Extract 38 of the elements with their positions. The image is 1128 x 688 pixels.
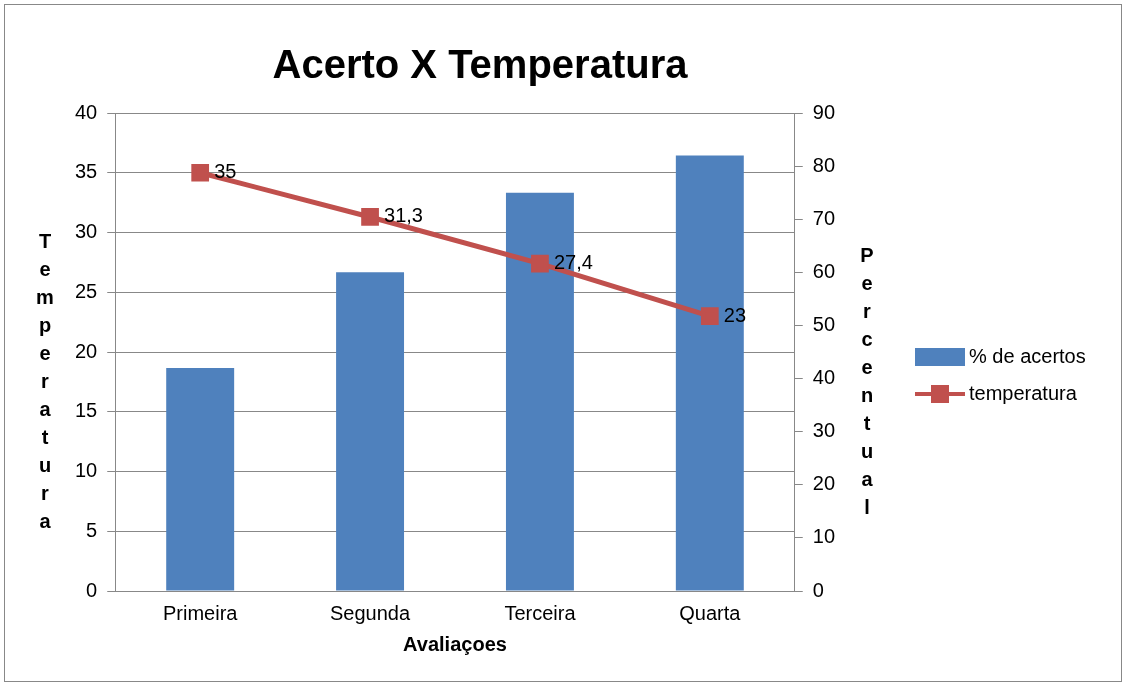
y-tick-label: 40 xyxy=(75,100,98,123)
y2-tick-label: 50 xyxy=(812,312,835,335)
text: Percentual xyxy=(860,243,874,518)
legend-label: temperatura xyxy=(969,382,1077,405)
y-tick-label: 25 xyxy=(75,279,98,302)
data-label: 35 xyxy=(214,160,237,183)
y-tick-label: 20 xyxy=(75,339,98,362)
x-tick-label: Terceira xyxy=(504,601,577,624)
bar xyxy=(675,155,744,591)
y2-tick-label: 60 xyxy=(812,259,835,282)
bar xyxy=(336,272,405,591)
y2-tick-label: 0 xyxy=(812,578,824,601)
x-tick-label: Segunda xyxy=(330,601,411,624)
y2-tick-label: 20 xyxy=(812,472,835,495)
y-tick-label: 30 xyxy=(75,220,98,243)
y2-tick-label: 40 xyxy=(812,366,835,389)
y-tick-label: 0 xyxy=(86,578,98,601)
x-tick-label: Primeira xyxy=(162,601,239,624)
point xyxy=(361,208,379,226)
x-tick-label: Quarta xyxy=(679,601,742,624)
y2-tick-label: 90 xyxy=(812,100,835,123)
y2-tick-label: 70 xyxy=(812,206,835,229)
data-label: 31,3 xyxy=(384,204,423,227)
bar xyxy=(166,367,235,591)
y2-tick-label: 80 xyxy=(812,153,835,176)
y-tick-label: 15 xyxy=(75,399,98,422)
chart-title: Acerto X Temperatura xyxy=(272,42,689,87)
y-tick-label: 35 xyxy=(75,160,98,183)
point xyxy=(191,163,210,182)
y-tick-label: 5 xyxy=(86,518,98,541)
y2-tick-label: 10 xyxy=(812,525,835,548)
y-tick-label: 10 xyxy=(75,459,98,482)
x-axis-title: Avaliaçoes xyxy=(403,632,507,655)
point xyxy=(531,254,549,273)
text: Temperatura xyxy=(36,229,54,532)
legend-label: % de acertos xyxy=(969,345,1086,368)
point xyxy=(700,307,719,326)
y2-tick-label: 30 xyxy=(812,419,835,442)
